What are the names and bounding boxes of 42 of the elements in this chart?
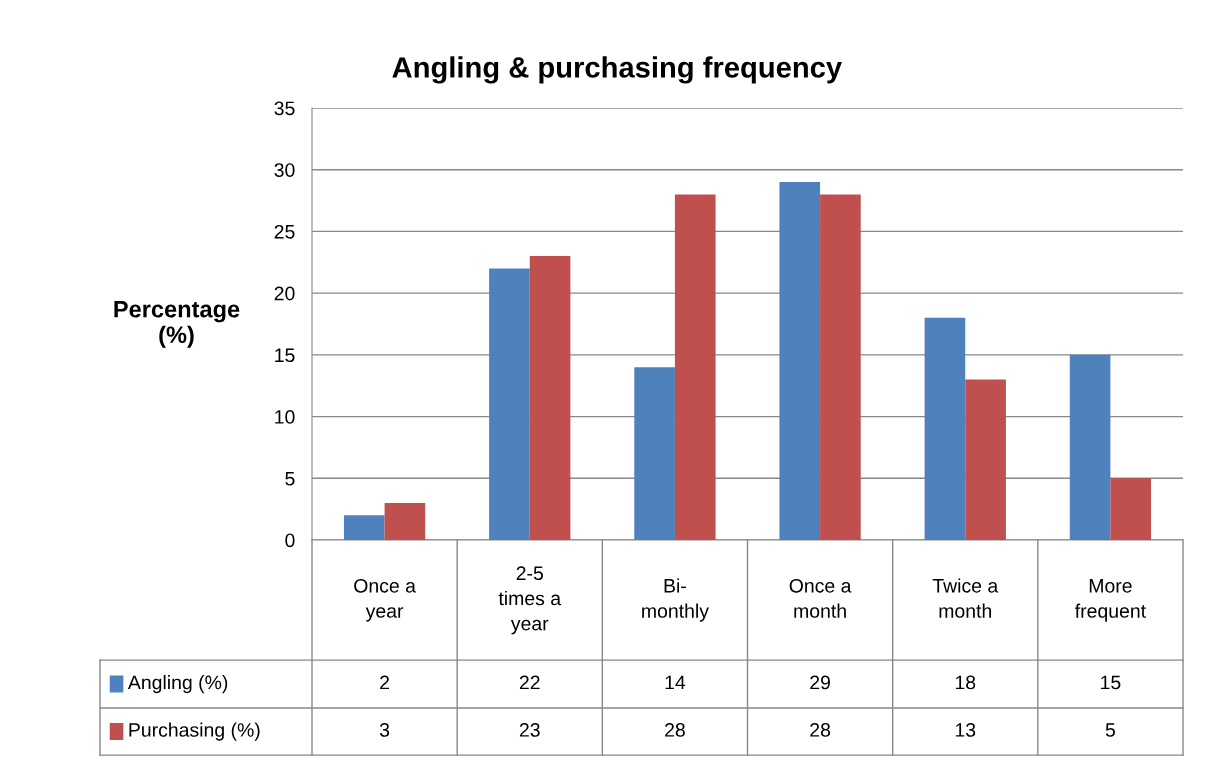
bar <box>489 268 530 540</box>
x-tick-label: Bi- monthly <box>642 578 709 622</box>
data-label: 29 <box>810 675 830 690</box>
y-tick-label: 25 <box>274 224 295 239</box>
x-tick-label: Twice a month <box>932 578 999 618</box>
data-label: 2 <box>380 675 390 690</box>
bar <box>384 502 426 540</box>
y-tick-label: 15 <box>275 348 295 363</box>
data-label: 13 <box>955 723 976 737</box>
x-tick-label: Once a year <box>354 578 416 622</box>
bar <box>924 317 966 540</box>
bar <box>820 194 861 540</box>
bar <box>965 379 1006 540</box>
chart-title: Angling & purchasing frequency <box>392 56 842 84</box>
data-label: 18 <box>955 675 976 690</box>
data-label: 3 <box>379 723 390 737</box>
data-label: 14 <box>665 675 686 690</box>
data-label: 28 <box>665 723 685 737</box>
bar <box>674 194 716 540</box>
y-tick-label: 10 <box>275 410 295 424</box>
bar <box>1110 478 1152 540</box>
x-tick-label: More frequent <box>1075 579 1146 622</box>
bar <box>529 256 571 540</box>
x-tick-label: Once a month <box>789 578 852 618</box>
bar <box>779 182 821 540</box>
legend-label: Angling (%) <box>127 675 228 694</box>
y-tick-label: 30 <box>274 163 295 177</box>
y-tick-label: 5 <box>285 471 295 486</box>
bar <box>634 367 675 540</box>
data-label: 28 <box>810 723 831 737</box>
y-tick-label: 35 <box>274 101 295 116</box>
legend-label: Purchasing (%) <box>129 722 260 741</box>
y-axis-title: Percentage (%) <box>114 301 240 348</box>
data-label: 23 <box>519 723 540 737</box>
data-label: 15 <box>1101 675 1121 690</box>
y-tick-label: 20 <box>274 286 295 301</box>
bar <box>1069 354 1111 540</box>
x-tick-label: 2-5 times a year <box>498 566 562 635</box>
bar <box>343 515 385 540</box>
y-tick-label: 0 <box>285 533 295 548</box>
data-label: 5 <box>1105 723 1116 737</box>
data-label: 22 <box>519 675 540 690</box>
